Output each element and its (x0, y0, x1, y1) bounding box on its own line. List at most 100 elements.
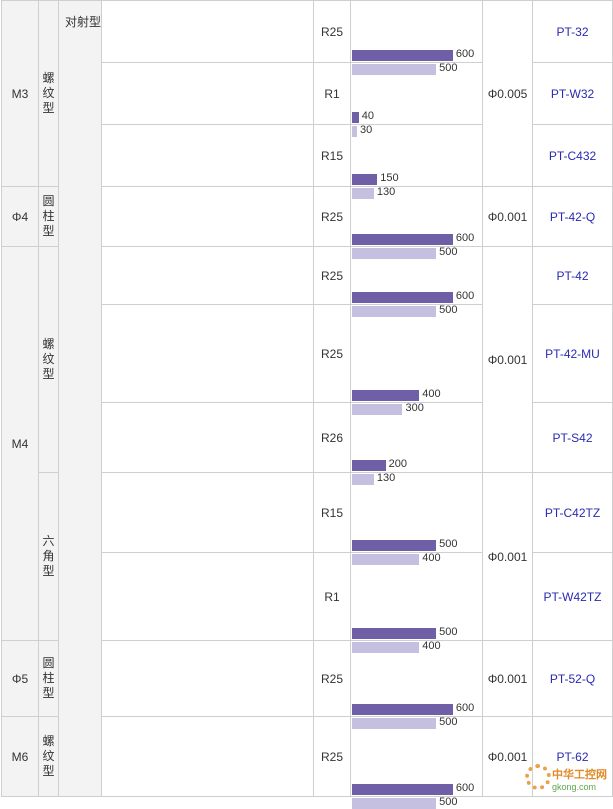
product-image: Free-cut2m自由切割-40～+70℃ (102, 403, 314, 473)
bar-secondary-label: 500 (439, 796, 457, 808)
bend-radius: R1 (314, 63, 351, 125)
min-detect: Φ0.001 (483, 641, 533, 717)
watermark-gear-icon (525, 764, 551, 790)
shape-label: 螺纹型 (39, 717, 59, 797)
model-link[interactable]: PT-C42TZ (533, 473, 613, 553)
bend-radius: R1 (314, 553, 351, 641)
bar-primary (352, 390, 419, 401)
mode-label: 对射型 (59, 1, 102, 797)
watermark-url: gkong.com (552, 782, 607, 792)
shape-text: 六角型 (43, 534, 55, 579)
bar-primary (352, 234, 453, 245)
bar-primary (352, 784, 453, 795)
bar-primary-label: 500 (439, 626, 457, 638)
bar-primary (352, 50, 453, 61)
model-link[interactable]: PT-42-MU (533, 305, 613, 403)
shape-label: 螺纹型 (39, 1, 59, 187)
model-text[interactable]: PT-42-MU (545, 347, 600, 361)
model-link[interactable]: PT-42 (533, 247, 613, 305)
shape-text: 螺纹型 (43, 337, 55, 382)
thread-size-phi5: Φ5 (2, 641, 39, 717)
product-image: Free-cut2m自由切割-40～+70℃ (102, 125, 314, 187)
shape-text: 螺纹型 (43, 71, 55, 116)
model-text[interactable]: PT-C432 (549, 149, 596, 163)
bend-radius: R25 (314, 187, 351, 247)
thread-size-m3: M3 (2, 1, 39, 187)
product-image: Free-cut2m自由切割-40～+70℃ (102, 641, 314, 717)
bar-primary-label: 600 (456, 48, 474, 60)
shape-label: 圆柱型 (39, 187, 59, 247)
product-image: Free-cut2m自由切割-40～+70℃ (102, 187, 314, 247)
model-link[interactable]: PT-32 (533, 1, 613, 63)
model-text[interactable]: PT-42 (556, 269, 588, 283)
shape-text: 圆柱型 (43, 656, 55, 701)
bend-radius: R25 (314, 641, 351, 717)
bar-primary (352, 112, 359, 123)
bar-primary (352, 174, 377, 185)
shape-label: 圆柱型 (39, 641, 59, 717)
min-detect: Φ0.005 (483, 1, 533, 187)
shape-label: 螺纹型 (39, 247, 59, 473)
bar-primary-label: 600 (456, 232, 474, 244)
bar-primary-label: 500 (439, 538, 457, 550)
product-image: Free-cut2m自由切割-40～+70℃ (102, 717, 314, 797)
bar-primary-label: 200 (389, 458, 407, 470)
product-image: Free-cut2m自由切割-40～+70℃ (102, 473, 314, 553)
bar-primary (352, 704, 453, 715)
model-text[interactable]: PT-32 (556, 25, 588, 39)
watermark-title: 中华工控网 (552, 769, 607, 781)
min-detect: Φ0.001 (483, 247, 533, 473)
model-text[interactable]: PT-C42TZ (545, 506, 600, 520)
bar-primary (352, 628, 436, 639)
thread-size-m6: M6 (2, 717, 39, 797)
product-image: Free-cut2m自由切割-40～+70℃ (102, 1, 314, 63)
model-link[interactable]: PT-S42 (533, 403, 613, 473)
model-text[interactable]: PT-52-Q (550, 672, 595, 686)
bar-primary-label: 600 (456, 290, 474, 302)
bar-primary-label: 400 (422, 388, 440, 400)
product-image: Free-cut2m自由切割-40～+50℃ (102, 63, 314, 125)
watermark: 中华工控网 gkong.com (552, 766, 607, 792)
thread-size-m4: M4 (2, 247, 39, 641)
shape-label: 六角型 (39, 473, 59, 641)
bar-primary-label: 600 (456, 702, 474, 714)
model-link[interactable]: PT-52-Q (533, 641, 613, 717)
bar-secondary (352, 798, 436, 809)
model-text[interactable]: PT-S42 (552, 431, 592, 445)
model-link[interactable]: PT-42-Q (533, 187, 613, 247)
model-link[interactable]: PT-C432 (533, 125, 613, 187)
bar-primary-label: 600 (456, 782, 474, 794)
product-image: Free-cut2m自由切割-40～+50℃ (102, 553, 314, 641)
model-text[interactable]: PT-W32 (551, 87, 594, 101)
min-detect: Φ0.001 (483, 717, 533, 797)
model-link[interactable]: PT-W32 (533, 63, 613, 125)
model-text[interactable]: PT-42-Q (550, 210, 595, 224)
product-image: Free-cut2m自由切割-40～+70℃ (102, 305, 314, 403)
model-text[interactable]: PT-W42TZ (543, 590, 601, 604)
model-link[interactable]: PT-W42TZ (533, 553, 613, 641)
shape-text: 螺纹型 (43, 734, 55, 779)
min-detect: Φ0.001 (483, 473, 533, 641)
bar-primary-label: 150 (380, 172, 398, 184)
product-image: Free-cut2m自由切割-40～+70℃ (102, 247, 314, 305)
bend-radius: R15 (314, 125, 351, 187)
thread-size-phi4: Φ4 (2, 187, 39, 247)
bend-radius: R25 (314, 305, 351, 403)
shape-text: 圆柱型 (43, 194, 55, 239)
model-text[interactable]: PT-62 (556, 750, 588, 764)
min-detect: Φ0.001 (483, 187, 533, 247)
bend-radius: R25 (314, 717, 351, 797)
bar-primary (352, 540, 436, 551)
